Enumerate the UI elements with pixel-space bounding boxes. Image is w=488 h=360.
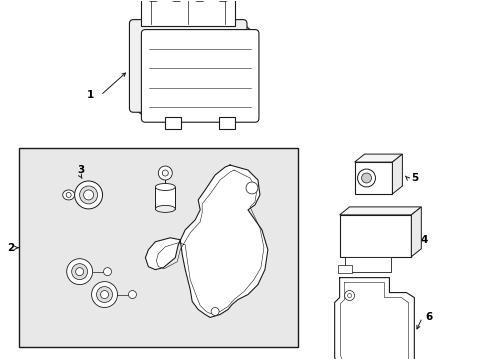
- Text: 5: 5: [410, 173, 417, 183]
- Polygon shape: [339, 207, 421, 215]
- Circle shape: [80, 186, 98, 204]
- Circle shape: [361, 173, 371, 183]
- Bar: [339, 215, 410, 257]
- Polygon shape: [410, 207, 421, 257]
- Ellipse shape: [193, 0, 205, 2]
- Circle shape: [76, 268, 83, 276]
- Circle shape: [211, 307, 219, 315]
- Bar: [155, 187, 175, 209]
- Polygon shape: [354, 154, 402, 162]
- Text: 4: 4: [420, 235, 427, 245]
- Polygon shape: [145, 165, 267, 318]
- Text: 1: 1: [87, 90, 94, 100]
- Ellipse shape: [170, 0, 182, 2]
- Text: 2: 2: [7, 243, 15, 253]
- Text: 6: 6: [425, 312, 432, 323]
- Circle shape: [347, 293, 351, 298]
- Ellipse shape: [155, 206, 175, 212]
- Ellipse shape: [103, 268, 111, 276]
- Circle shape: [344, 291, 354, 301]
- Circle shape: [66, 259, 92, 285]
- Circle shape: [91, 282, 117, 307]
- Circle shape: [83, 190, 93, 200]
- Ellipse shape: [155, 184, 175, 190]
- Circle shape: [245, 182, 258, 194]
- Bar: [141, 0, 235, 26]
- Circle shape: [96, 287, 112, 302]
- Ellipse shape: [128, 291, 136, 298]
- Circle shape: [101, 291, 108, 298]
- Ellipse shape: [66, 193, 71, 197]
- Circle shape: [72, 264, 87, 280]
- FancyBboxPatch shape: [129, 20, 246, 112]
- Bar: [165, 117, 181, 129]
- Circle shape: [162, 170, 168, 176]
- FancyBboxPatch shape: [141, 30, 259, 122]
- Bar: [337, 265, 351, 273]
- Circle shape: [75, 181, 102, 209]
- Ellipse shape: [62, 190, 75, 200]
- Polygon shape: [392, 154, 402, 194]
- Ellipse shape: [147, 0, 159, 2]
- Bar: [219, 117, 235, 129]
- Circle shape: [357, 169, 375, 187]
- Bar: [19, 148, 297, 347]
- Polygon shape: [334, 278, 413, 360]
- Circle shape: [158, 166, 172, 180]
- Bar: [354, 162, 392, 194]
- Text: 3: 3: [77, 165, 84, 175]
- Bar: [344, 257, 390, 272]
- Ellipse shape: [217, 0, 228, 2]
